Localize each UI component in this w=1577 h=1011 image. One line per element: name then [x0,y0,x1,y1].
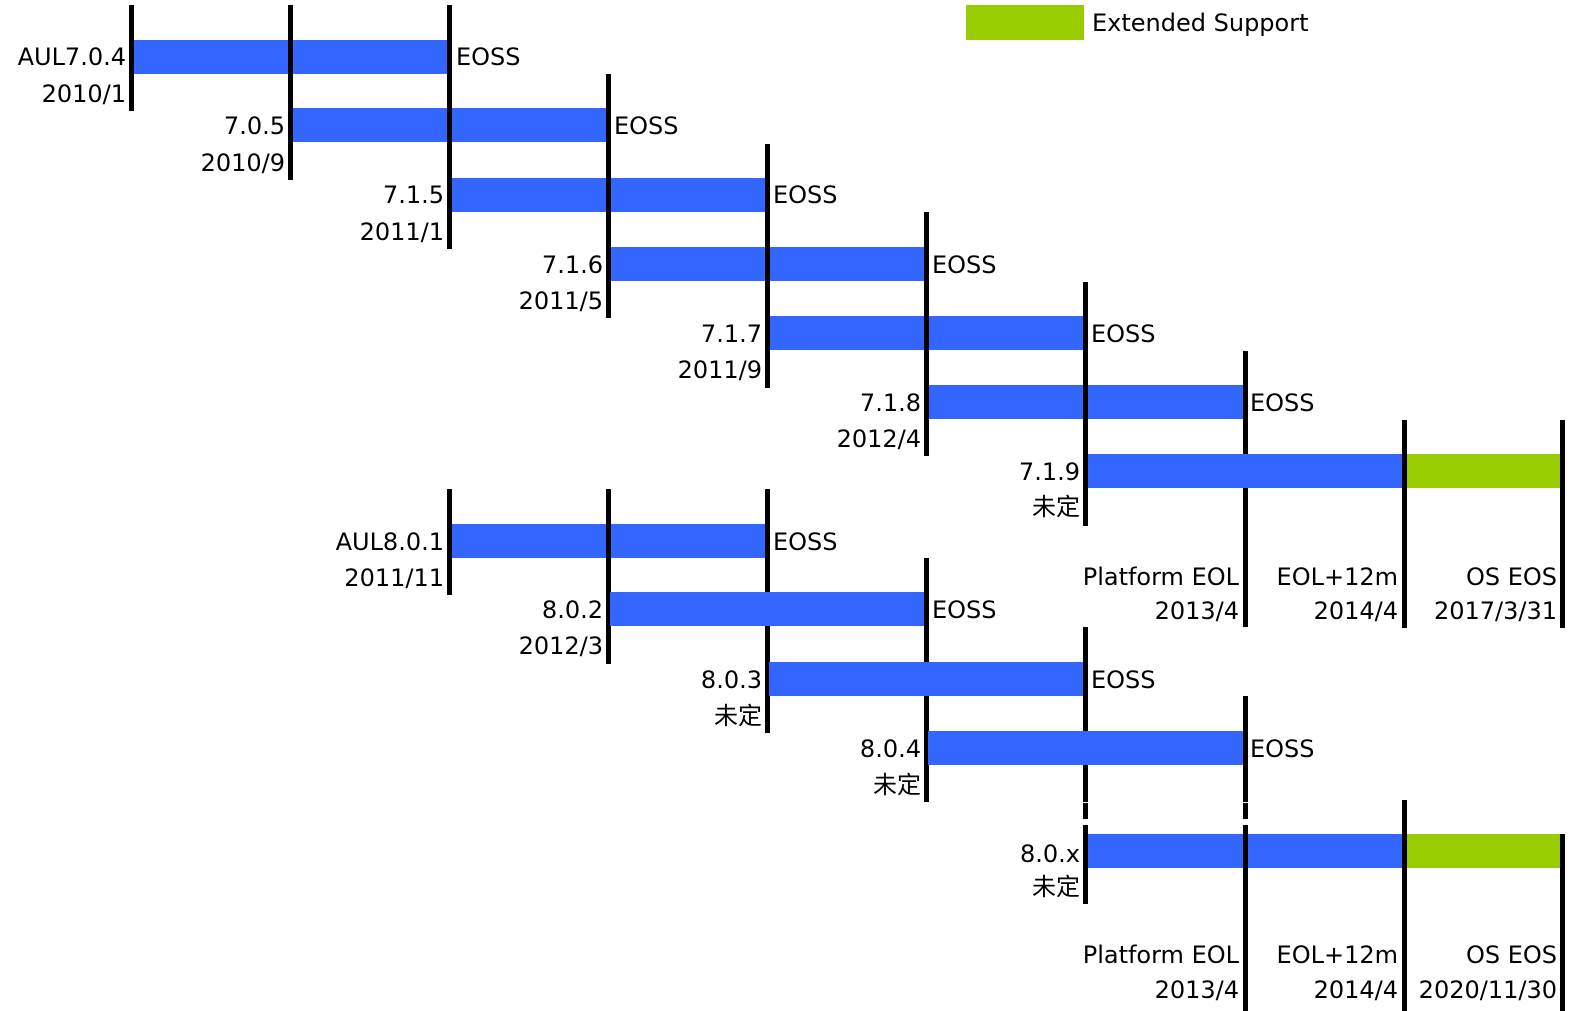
release-start-line [447,489,452,595]
dash-line [1083,803,1088,819]
release-date: 未定 [1032,493,1080,521]
release-date: 2011/1 [360,218,444,246]
release-date: 未定 [1032,873,1080,901]
platform-eol-line [1243,834,1248,1011]
release-date: 2012/3 [519,632,603,660]
release-row: 7.1.9 未定 [1019,282,1565,628]
dash-line [1243,825,1248,837]
legend-swatch-extended [966,5,1084,40]
eol-12m-line [1402,800,1407,1011]
release-date: 2010/1 [42,80,126,108]
release-start-line [765,144,770,388]
dash-line [1083,825,1088,837]
eoss-label: EOSS [1091,666,1156,694]
support-bar [1087,454,1405,488]
extended-support-bar [1406,834,1562,868]
milestone-date: 2020/11/30 [1419,976,1557,1004]
milestone-date: 2013/4 [1155,976,1239,1004]
milestones-7: Platform EOL 2013/4 EOL+12m 2014/4 OS EO… [1083,563,1557,625]
release-row: AUL7.0.4 2010/1 EOSS [18,5,521,111]
release-row: 8.0.3 未定 EOSS [701,627,1156,802]
legend-label: Extended Support [1092,9,1309,37]
release-row: 8.0.4 未定 EOSS [860,696,1315,802]
dash-line [1243,803,1248,819]
release-version: 8.0.2 [542,596,603,624]
release-start-line [606,74,611,318]
release-version: 8.0.4 [860,735,921,763]
support-bar [928,731,1244,765]
release-version: 7.1.7 [701,320,762,348]
release-row: 8.0.x 未定 [1020,800,1565,1011]
release-start-line [1083,282,1088,526]
milestone-name: OS EOS [1466,941,1557,969]
eoss-label: EOSS [773,528,838,556]
os-eos-line [1560,834,1565,1011]
release-version: AUL7.0.4 [18,43,126,71]
dashed-connectors [1083,803,1248,837]
release-date: 2012/4 [837,425,921,453]
release-row: 8.0.2 2012/3 EOSS [519,558,997,802]
milestone-date: 2017/3/31 [1434,597,1557,625]
release-date: 2011/11 [344,564,444,592]
eoss-line [1243,351,1248,627]
release-start-line [288,5,293,180]
release-version: 7.1.9 [1019,458,1080,486]
release-version: 7.0.5 [224,112,285,140]
eoss-label: EOSS [1250,389,1315,417]
milestone-name: Platform EOL [1083,563,1240,591]
eoss-label: EOSS [1091,320,1156,348]
release-start-line [1083,834,1088,904]
release-start-line [129,5,134,111]
release-date: 2011/9 [678,356,762,384]
release-version: 7.1.8 [860,389,921,417]
os-eos-line [1560,420,1565,628]
release-version: 7.1.5 [383,181,444,209]
eoss-label: EOSS [773,181,838,209]
mid-line [606,489,611,664]
milestone-name: OS EOS [1466,563,1557,591]
eoss-label: EOSS [932,596,997,624]
milestone-name: Platform EOL [1083,941,1240,969]
milestones-8: Platform EOL 2013/4 EOL+12m 2014/4 OS EO… [1083,941,1557,1004]
eoss-line [1083,627,1088,802]
release-date: 未定 [873,771,921,799]
eoss-label: EOSS [932,251,997,279]
support-bar [610,592,926,626]
release-version: 8.0.3 [701,666,762,694]
milestone-name: EOL+12m [1277,941,1398,969]
eoss-line [1243,696,1248,802]
eoss-label: EOSS [1250,735,1315,763]
release-date: 未定 [714,702,762,730]
eoss-label: EOSS [614,112,679,140]
support-bar [769,662,1085,696]
release-version: 8.0.x [1020,840,1080,868]
eol-12m-line [1402,420,1407,628]
eoss-label: EOSS [456,43,521,71]
release-date: 2011/5 [519,287,603,315]
release-version: 7.1.6 [542,251,603,279]
milestone-date: 2014/4 [1314,976,1398,1004]
release-date: 2010/9 [201,149,285,177]
release-start-line [924,212,929,456]
milestone-date: 2013/4 [1155,597,1239,625]
release-start-line [447,5,452,249]
milestone-date: 2014/4 [1314,597,1398,625]
extended-support-bar [1406,454,1562,488]
release-version: AUL8.0.1 [336,528,444,556]
milestone-name: EOL+12m [1277,563,1398,591]
